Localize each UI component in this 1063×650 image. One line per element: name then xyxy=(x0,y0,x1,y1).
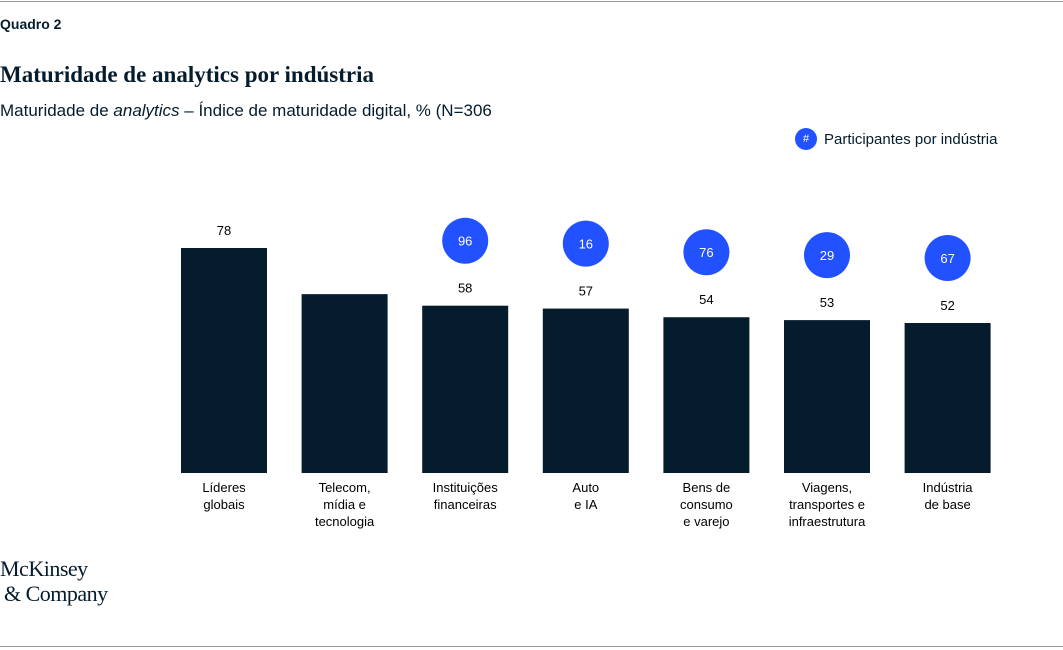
category-label: tecnologia xyxy=(315,514,375,529)
category-label: e IA xyxy=(574,497,597,512)
participants-bubble xyxy=(924,235,971,281)
chart-subtitle: Maturidade de analytics – Índice de matu… xyxy=(0,101,492,121)
category-label: de base xyxy=(924,497,970,512)
legend-label: Participantes por indústria xyxy=(824,130,998,148)
participants-count: 67 xyxy=(940,251,954,266)
data-label: 57 xyxy=(579,284,593,299)
category-label: infraestrutura xyxy=(789,514,866,529)
category-label: Bens de xyxy=(683,480,731,495)
bottom-rule xyxy=(0,646,1063,647)
participants-bubble xyxy=(442,217,489,264)
bar xyxy=(422,305,509,473)
logo-line2: & Company xyxy=(4,581,108,606)
participants-count: 76 xyxy=(699,245,713,260)
bar xyxy=(904,323,991,473)
chart-title: Maturidade de analytics por indústria xyxy=(0,62,374,87)
data-label: 52 xyxy=(940,298,954,313)
subtitle-italic: analytics xyxy=(113,101,180,120)
legend: # Participantes por indústria xyxy=(795,128,997,150)
participants-bubble xyxy=(562,220,609,267)
category-label: globais xyxy=(203,497,245,512)
bar xyxy=(181,248,267,473)
category-label: Auto xyxy=(572,480,599,495)
participants-bubble xyxy=(804,232,850,279)
data-label: 53 xyxy=(820,295,834,310)
category-label: Instituições xyxy=(433,480,499,495)
category-label: Líderes xyxy=(202,480,246,495)
participants-count: 16 xyxy=(579,237,593,252)
category-label: financeiras xyxy=(434,497,497,512)
category-label: mídia e xyxy=(323,497,366,512)
data-label: 58 xyxy=(458,281,472,296)
mckinsey-logo: McKinsey & Company xyxy=(0,556,108,606)
subtitle-post: – Índice de maturidade digital, % (N=306 xyxy=(179,101,492,120)
bar xyxy=(784,320,870,473)
category-label: Telecom, xyxy=(319,480,371,495)
exhibit-number: Quadro 2 xyxy=(0,16,62,32)
subtitle-pre: Maturidade de xyxy=(0,101,114,120)
bar xyxy=(301,294,388,473)
participants-count: 29 xyxy=(820,248,834,263)
bar xyxy=(542,308,629,473)
top-rule xyxy=(0,1,1063,2)
category-label: transportes e xyxy=(789,497,865,512)
bar xyxy=(663,317,750,473)
participants-bubble xyxy=(683,229,730,276)
participants-count: 96 xyxy=(458,234,472,249)
category-label: e varejo xyxy=(683,514,729,529)
category-label: Viagens, xyxy=(802,480,852,495)
legend-bubble-icon: # xyxy=(795,128,817,150)
logo-line1: McKinsey xyxy=(0,556,88,581)
category-label: Indústria xyxy=(923,480,974,495)
data-label: 78 xyxy=(217,223,231,238)
data-label: 54 xyxy=(699,292,713,307)
category-label: consumo xyxy=(680,497,733,512)
